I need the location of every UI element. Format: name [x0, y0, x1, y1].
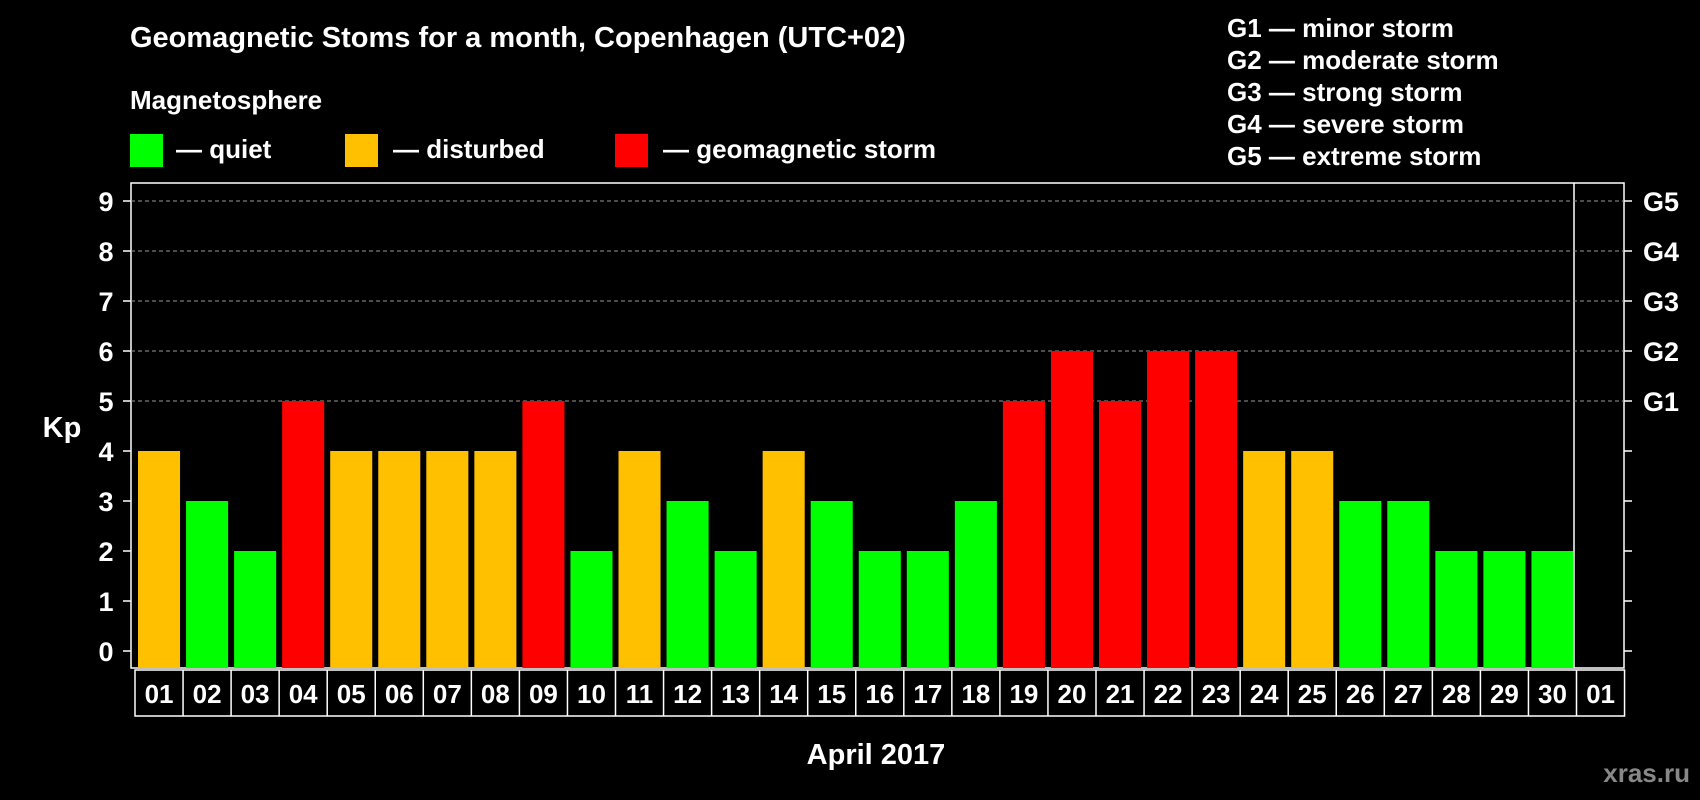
bar-day-28 [1435, 551, 1478, 668]
y-axis-label: Kp [43, 412, 82, 444]
x-tick-label-13: 13 [721, 679, 750, 709]
bar-day-16 [858, 551, 901, 668]
day-label-strip [134, 669, 1626, 717]
x-tick-label-05: 05 [337, 679, 366, 709]
y-tick-label-4: 4 [98, 437, 113, 467]
x-tick-label-18: 18 [961, 679, 990, 709]
right-tick-label-g1: G1 [1643, 387, 1679, 417]
bar-day-06 [378, 451, 421, 668]
x-tick-label-01: 01 [1586, 679, 1615, 709]
x-tick-label-30: 30 [1538, 679, 1567, 709]
bar-day-18 [954, 501, 997, 668]
y-tick-label-8: 8 [98, 237, 113, 267]
x-tick-label-27: 27 [1394, 679, 1423, 709]
storm-scale-g4: G4 — severe storm [1227, 109, 1464, 139]
legend-label-storm: — geomagnetic storm [663, 134, 936, 164]
bar-day-10 [570, 551, 613, 668]
storm-scale-g5: G5 — extreme storm [1227, 141, 1481, 171]
y-tick-label-6: 6 [98, 337, 113, 367]
x-tick-label-07: 07 [433, 679, 462, 709]
x-tick-label-16: 16 [865, 679, 894, 709]
y-tick-label-3: 3 [98, 487, 113, 517]
bar-day-26 [1339, 501, 1382, 668]
x-tick-label-15: 15 [817, 679, 846, 709]
legend-label-disturbed: — disturbed [393, 134, 545, 164]
legend-swatch-quiet [130, 134, 163, 167]
legend-swatch-disturbed [345, 134, 378, 167]
right-tick-label-g4: G4 [1643, 237, 1679, 267]
chart-title: Geomagnetic Stoms for a month, Copenhage… [130, 22, 906, 54]
legend-label-quiet: — quiet [176, 134, 272, 164]
x-tick-label-12: 12 [673, 679, 702, 709]
bar-day-14 [762, 451, 805, 668]
x-tick-label-25: 25 [1298, 679, 1327, 709]
x-tick-label-17: 17 [913, 679, 942, 709]
watermark: xras.ru [1603, 758, 1690, 788]
bar-day-04 [282, 401, 325, 668]
x-tick-label-11: 11 [626, 679, 654, 709]
bar-day-27 [1387, 501, 1430, 668]
chart-subtitle: Magnetosphere [130, 85, 322, 115]
bar-day-20 [1050, 351, 1093, 668]
y-tick-label-7: 7 [98, 287, 113, 317]
storm-scale-g1: G1 — minor storm [1227, 13, 1454, 43]
x-tick-label-06: 06 [385, 679, 414, 709]
bar-day-22 [1147, 351, 1190, 668]
bar-day-12 [666, 501, 709, 668]
y-tick-label-1: 1 [98, 587, 113, 617]
x-tick-label-26: 26 [1346, 679, 1375, 709]
x-tick-label-04: 04 [289, 679, 318, 709]
bar-day-21 [1099, 401, 1142, 668]
bar-day-02 [186, 501, 229, 668]
x-tick-label-02: 02 [193, 679, 222, 709]
bar-day-08 [474, 451, 517, 668]
bar-day-01 [138, 451, 181, 668]
legend-swatch-storm [615, 134, 648, 167]
x-tick-label-14: 14 [769, 679, 798, 709]
x-tick-label-08: 08 [481, 679, 510, 709]
right-tick-label-g2: G2 [1643, 337, 1679, 367]
storm-scale: G1 — minor storm G2 — moderate storm G3 … [1227, 13, 1499, 171]
y-tick-label-0: 0 [98, 637, 113, 667]
right-tick-label-g3: G3 [1643, 287, 1679, 317]
bar-day-25 [1291, 451, 1334, 668]
x-tick-label-01: 01 [145, 679, 174, 709]
bar-day-29 [1483, 551, 1526, 668]
bar-day-05 [330, 451, 373, 668]
bar-day-23 [1195, 351, 1238, 668]
x-tick-label-28: 28 [1442, 679, 1471, 709]
x-tick-label-20: 20 [1058, 679, 1087, 709]
x-tick-label-29: 29 [1490, 679, 1519, 709]
bar-day-24 [1243, 451, 1286, 668]
y-tick-label-5: 5 [98, 387, 113, 417]
bar-day-11 [618, 451, 661, 668]
legend: — quiet — disturbed — geomagnetic storm [130, 134, 936, 167]
x-tick-label-09: 09 [529, 679, 558, 709]
y-tick-label-2: 2 [98, 537, 113, 567]
bar-day-30 [1531, 551, 1574, 668]
bar-day-03 [234, 551, 277, 668]
x-tick-label-22: 22 [1154, 679, 1183, 709]
right-tick-label-g5: G5 [1643, 187, 1679, 217]
x-tick-label-24: 24 [1250, 679, 1279, 709]
bar-day-09 [522, 401, 565, 668]
x-axis-label: April 2017 [807, 739, 946, 771]
bar-day-19 [1002, 401, 1045, 668]
x-tick-label-21: 21 [1106, 679, 1135, 709]
x-tick-label-03: 03 [241, 679, 270, 709]
bar-day-13 [714, 551, 757, 668]
x-tick-label-19: 19 [1009, 679, 1038, 709]
bar-day-17 [906, 551, 949, 668]
bar-day-07 [426, 451, 469, 668]
bar-day-15 [810, 501, 853, 668]
x-tick-label-23: 23 [1202, 679, 1231, 709]
y-tick-label-9: 9 [98, 187, 113, 217]
storm-scale-g2: G2 — moderate storm [1227, 45, 1499, 75]
x-tick-label-10: 10 [577, 679, 606, 709]
storm-scale-g3: G3 — strong storm [1227, 77, 1462, 107]
